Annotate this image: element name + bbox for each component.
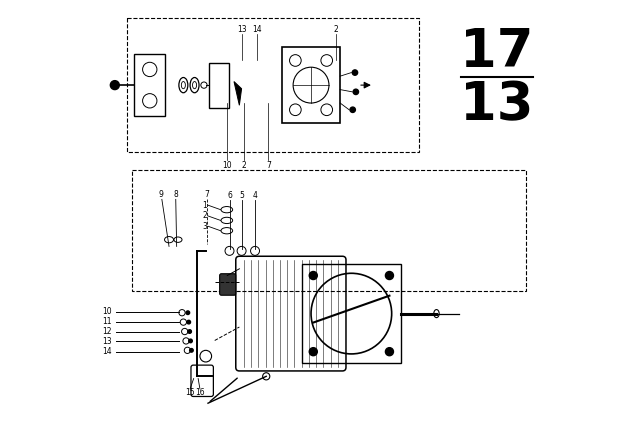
- Text: 13: 13: [460, 79, 534, 131]
- Circle shape: [189, 349, 193, 352]
- Ellipse shape: [434, 310, 439, 318]
- Circle shape: [309, 348, 317, 356]
- Text: 5: 5: [239, 191, 244, 200]
- Polygon shape: [234, 82, 242, 105]
- Circle shape: [353, 89, 358, 95]
- Text: 2: 2: [241, 161, 246, 170]
- Text: 17: 17: [460, 26, 534, 78]
- Circle shape: [385, 271, 394, 280]
- Text: 1: 1: [202, 201, 207, 210]
- FancyBboxPatch shape: [220, 274, 236, 295]
- Text: 2: 2: [333, 25, 338, 34]
- Text: 11: 11: [102, 317, 112, 326]
- Text: 7: 7: [266, 161, 271, 170]
- Text: 8: 8: [173, 190, 178, 199]
- Text: 10: 10: [102, 307, 112, 316]
- Text: 10: 10: [223, 161, 232, 170]
- Text: 4: 4: [253, 191, 257, 200]
- Circle shape: [187, 320, 191, 324]
- Text: 7: 7: [205, 190, 209, 199]
- Circle shape: [385, 348, 394, 356]
- Text: 13: 13: [237, 25, 246, 34]
- Text: 14: 14: [102, 347, 112, 356]
- Circle shape: [186, 311, 189, 314]
- Text: 2: 2: [202, 211, 207, 220]
- Text: 6: 6: [227, 191, 232, 200]
- Text: 13: 13: [102, 337, 112, 346]
- Text: 14: 14: [252, 25, 262, 34]
- Text: 3: 3: [202, 222, 207, 231]
- Circle shape: [188, 330, 191, 333]
- Text: 9: 9: [159, 190, 163, 199]
- Circle shape: [110, 81, 119, 90]
- Circle shape: [352, 70, 358, 75]
- Circle shape: [309, 271, 317, 280]
- Circle shape: [189, 339, 193, 343]
- Text: 15: 15: [185, 388, 195, 396]
- Circle shape: [262, 373, 270, 380]
- Text: 16: 16: [195, 388, 205, 396]
- Text: 12: 12: [102, 327, 112, 336]
- Circle shape: [350, 107, 355, 112]
